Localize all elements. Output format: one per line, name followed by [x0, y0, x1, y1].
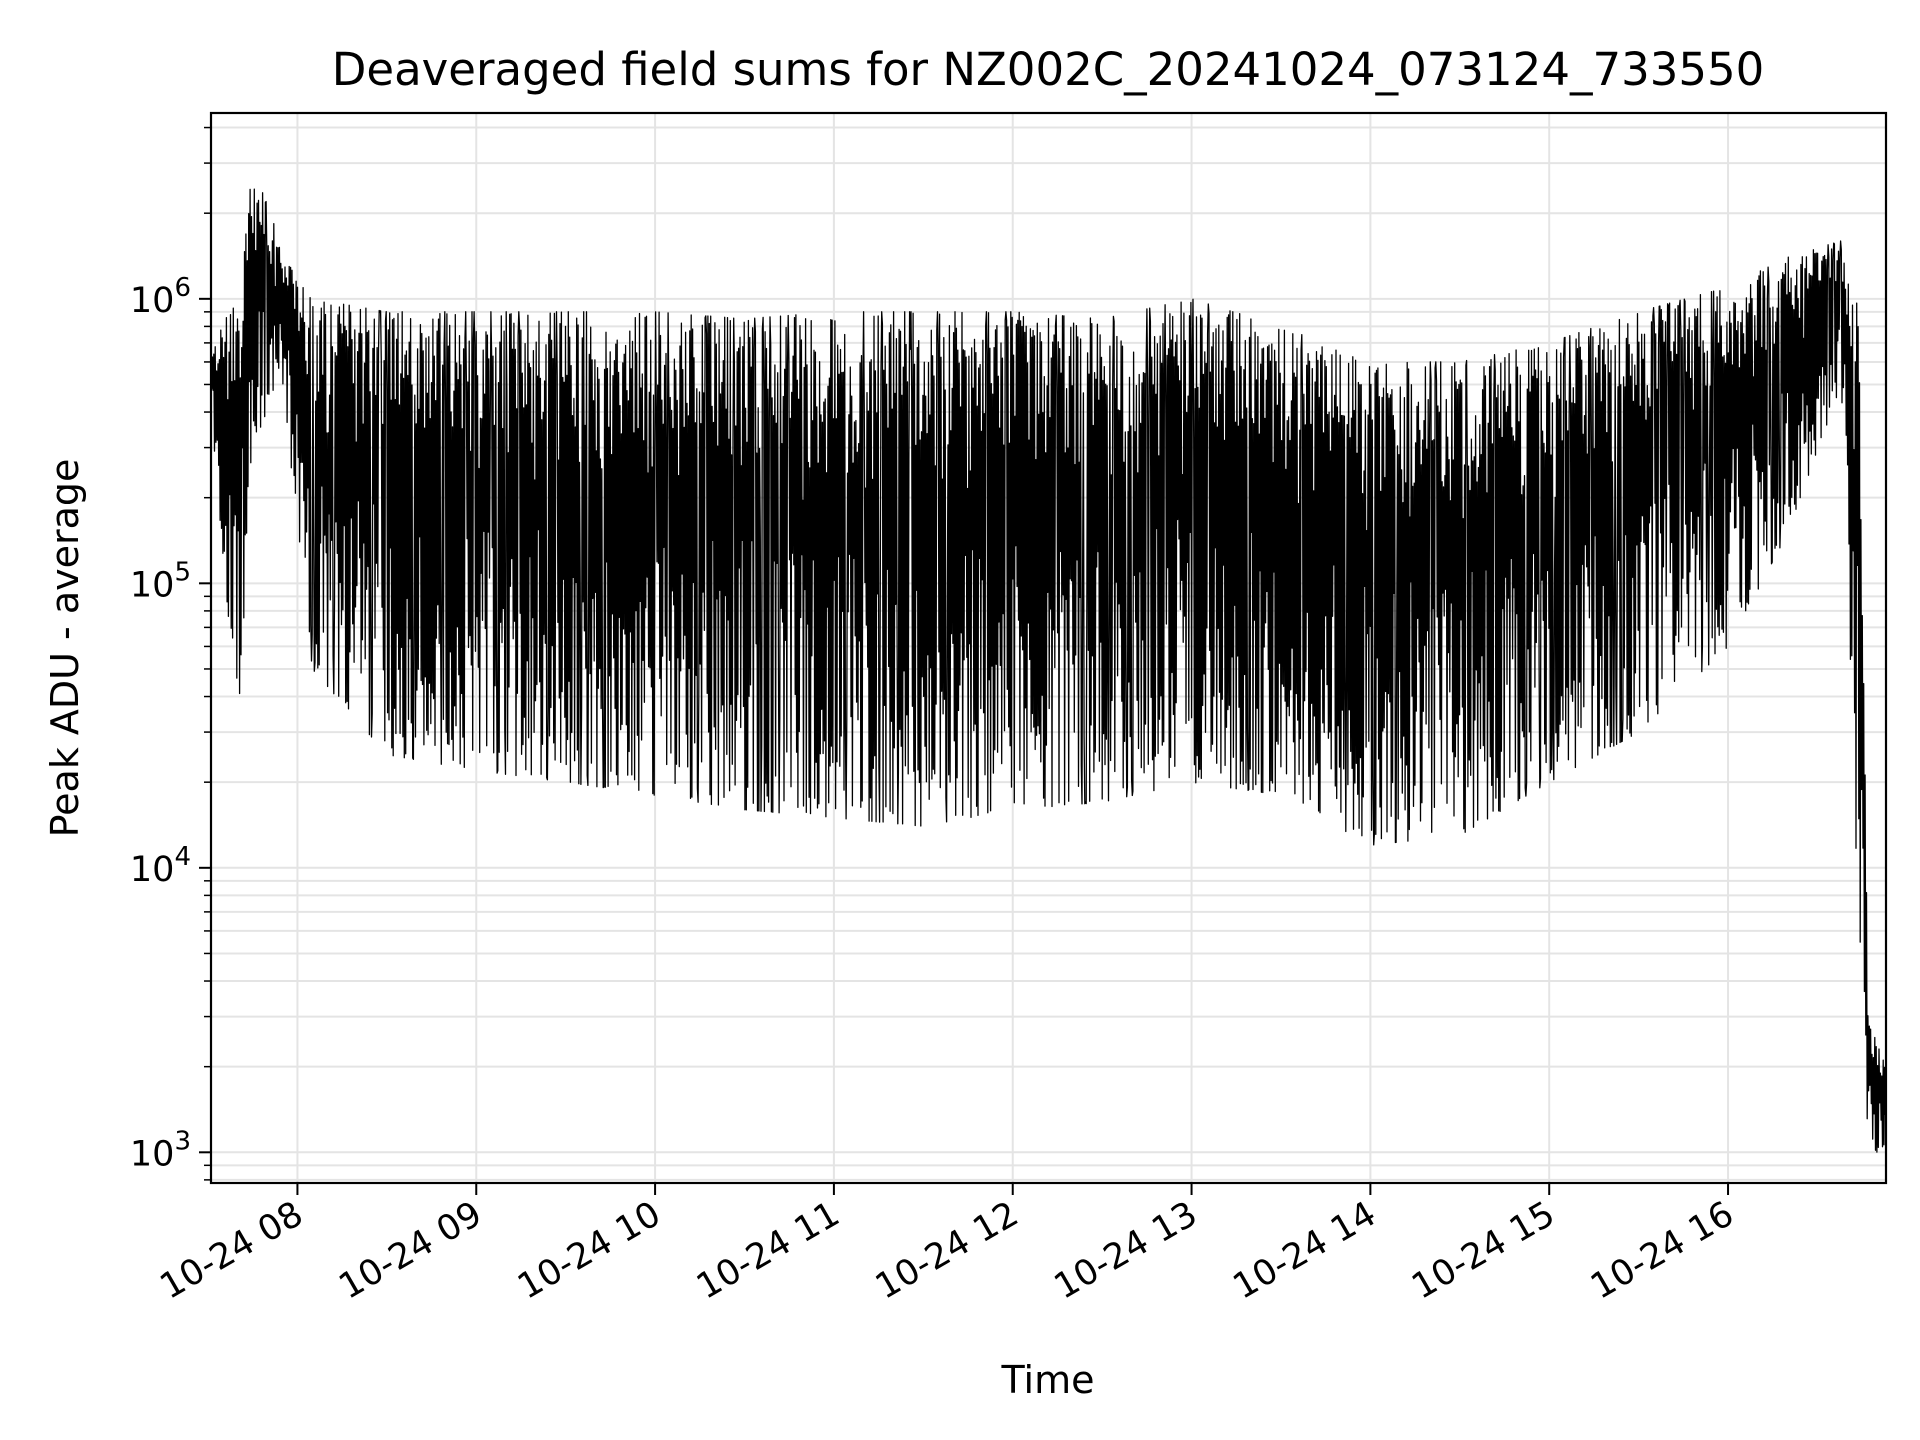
series-line [210, 188, 1887, 1153]
y-tick-label: 104 [130, 842, 191, 890]
plot-frame [209, 111, 1888, 1185]
y-axis-label: Peak ADU - average [43, 459, 87, 838]
y-tick-label: 103 [130, 1126, 191, 1174]
y-axis-ticks: 103 104 105 106 [130, 126, 211, 1181]
y-tick-label: 105 [130, 557, 191, 605]
grid-lines [211, 113, 1886, 1183]
y-tick-label: 106 [130, 273, 191, 321]
data-series [210, 188, 1887, 1153]
chart-title: Deaveraged field sums for NZ002C_2024102… [332, 43, 1764, 96]
x-axis-label: Time [1001, 1358, 1095, 1402]
